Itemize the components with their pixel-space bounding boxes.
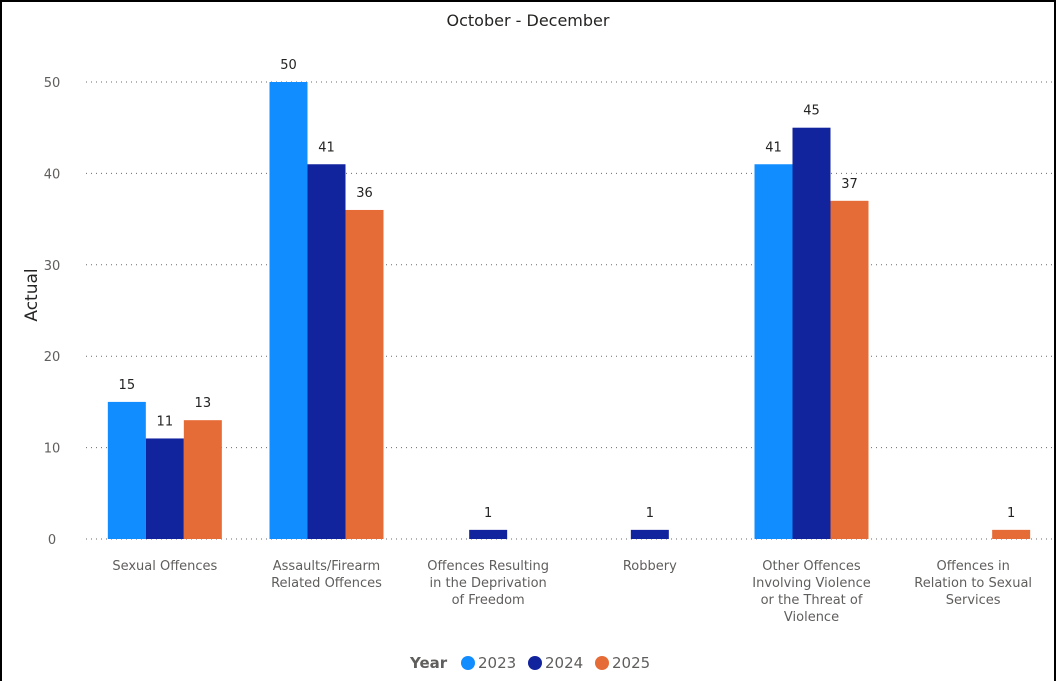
- x-axis-ticks: Sexual Offences Assaults/Firearm Related O…: [112, 559, 1032, 625]
- x-tick-label: Robbery: [623, 559, 677, 574]
- legend-label-2024[interactable]: 2024: [545, 654, 583, 672]
- bar-2025[interactable]: [830, 200, 869, 539]
- y-axis-ticks: 0 10 20 30 40 50: [44, 76, 61, 548]
- x-tick-label: Assaults/Firearm: [273, 559, 380, 574]
- chart-title: October - December: [447, 11, 610, 30]
- x-tick-label: Involving Violence: [752, 576, 870, 591]
- data-label: 37: [841, 177, 858, 192]
- y-tick-label: 10: [44, 442, 61, 457]
- data-label: 1: [484, 506, 492, 521]
- bar-2024[interactable]: [630, 529, 669, 539]
- data-label: 50: [280, 58, 297, 73]
- bar-2025[interactable]: [183, 420, 222, 539]
- bar-2025[interactable]: [345, 209, 384, 539]
- legend[interactable]: Year 2023 2024 2025: [409, 654, 650, 672]
- x-tick-label: Related Offences: [271, 576, 382, 591]
- x-tick-label: Offences in: [937, 559, 1010, 574]
- y-tick-label: 50: [44, 76, 61, 91]
- data-label: 13: [195, 396, 212, 411]
- data-label: 41: [318, 140, 335, 155]
- bar-2024[interactable]: [145, 438, 184, 539]
- data-label: 36: [356, 186, 373, 201]
- x-tick-label: or the Threat of: [761, 593, 863, 608]
- x-tick-label: Sexual Offences: [112, 559, 217, 574]
- x-tick-label: Offences Resulting: [427, 559, 549, 574]
- data-label: 45: [803, 104, 820, 119]
- legend-marker-2024[interactable]: [528, 656, 542, 670]
- x-tick-label: in the Deprivation: [430, 576, 547, 591]
- data-label: 1: [1007, 506, 1015, 521]
- data-label: 15: [119, 378, 136, 393]
- data-label: 41: [765, 140, 782, 155]
- bar-2024[interactable]: [469, 529, 508, 539]
- bar-2024[interactable]: [307, 164, 346, 539]
- x-tick-label: Relation to Sexual: [914, 576, 1032, 591]
- y-tick-label: 30: [44, 259, 61, 274]
- y-axis-label: Actual: [22, 268, 42, 321]
- y-tick-label: 20: [44, 350, 61, 365]
- data-label: 1: [646, 506, 654, 521]
- legend-label-2023[interactable]: 2023: [478, 654, 516, 672]
- bar-2023[interactable]: [107, 401, 146, 539]
- y-tick-label: 0: [48, 533, 56, 548]
- x-tick-label: of Freedom: [452, 593, 525, 608]
- bar-2023[interactable]: [269, 82, 308, 539]
- data-label: 11: [157, 414, 174, 429]
- bar-2025[interactable]: [992, 529, 1031, 539]
- gridlines: [86, 81, 1054, 540]
- bars: [107, 82, 1031, 539]
- x-tick-label: Violence: [784, 610, 839, 625]
- legend-title: Year: [409, 654, 448, 672]
- y-tick-label: 40: [44, 167, 61, 182]
- legend-label-2025[interactable]: 2025: [612, 654, 650, 672]
- bar-2024[interactable]: [792, 127, 831, 539]
- legend-marker-2025[interactable]: [595, 656, 609, 670]
- legend-marker-2023[interactable]: [461, 656, 475, 670]
- bar-2023[interactable]: [754, 164, 793, 539]
- x-tick-label: Other Offences: [762, 559, 861, 574]
- x-tick-label: Services: [946, 593, 1001, 608]
